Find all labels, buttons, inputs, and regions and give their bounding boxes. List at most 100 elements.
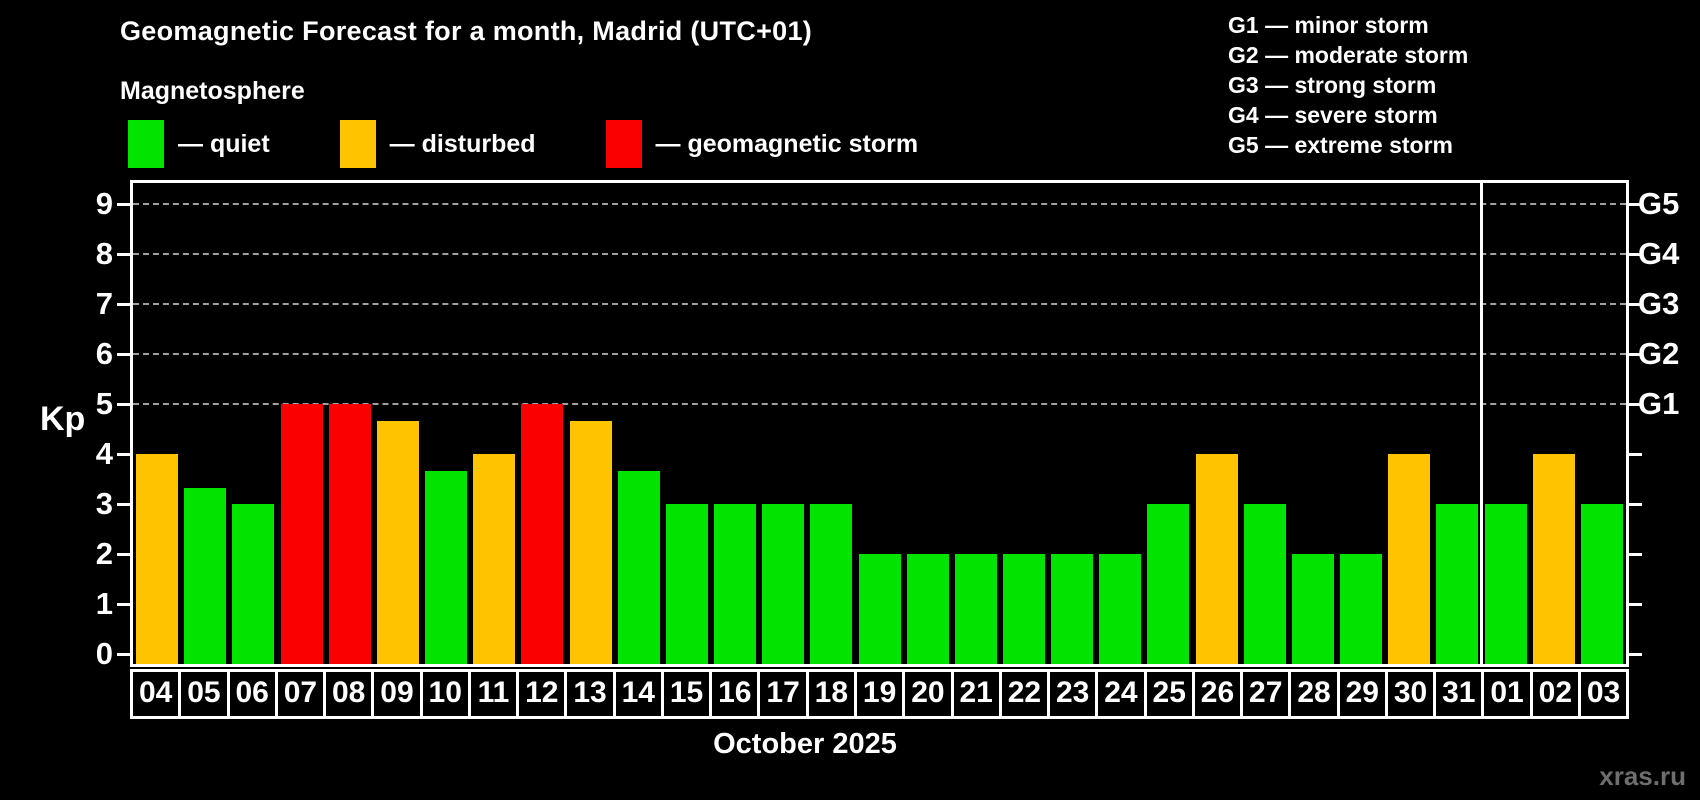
storm-scale-line: G2 — moderate storm bbox=[1228, 42, 1469, 68]
legend-swatch-storm bbox=[605, 120, 642, 168]
legend-label: — quiet bbox=[178, 129, 270, 158]
y-tick-left bbox=[117, 352, 130, 356]
kp-bar-day-12 bbox=[521, 404, 564, 664]
y-tick-left bbox=[117, 552, 130, 556]
y-tick-label: 9 bbox=[95, 186, 113, 221]
gridline-kp5 bbox=[133, 403, 1626, 405]
kp-bar-day-15 bbox=[665, 504, 708, 664]
status-legend: — quiet — disturbed — geomagnetic storm bbox=[128, 118, 988, 170]
y-tick-left bbox=[117, 652, 130, 656]
day-label-box: 15 bbox=[660, 669, 713, 719]
day-label-box: 13 bbox=[564, 669, 616, 719]
y-tick-label: 6 bbox=[95, 336, 113, 371]
legend-item-storm: — geomagnetic storm bbox=[605, 120, 919, 168]
kp-bar-day-28 bbox=[1291, 554, 1334, 664]
kp-bar-day-07 bbox=[280, 404, 323, 664]
day-label-box: 28 bbox=[1288, 669, 1340, 719]
kp-bar-day-31 bbox=[1436, 504, 1479, 664]
kp-bar-day-03 bbox=[1580, 504, 1623, 664]
legend-swatch-quiet bbox=[128, 120, 164, 168]
kp-bar-day-22 bbox=[1002, 554, 1045, 664]
y-tick-right bbox=[1629, 252, 1642, 256]
day-label-box: 23 bbox=[1047, 669, 1099, 719]
kp-bar-day-29 bbox=[1340, 554, 1383, 664]
kp-bar-day-08 bbox=[328, 404, 371, 664]
y-tick-label: 4 bbox=[95, 436, 113, 471]
day-label-box: 06 bbox=[226, 669, 278, 719]
day-label-box: 24 bbox=[1095, 669, 1147, 719]
day-label-box: 20 bbox=[902, 669, 954, 719]
chart-subtitle: Magnetosphere bbox=[120, 77, 305, 105]
day-label-box: 08 bbox=[323, 669, 375, 719]
day-label-box: 10 bbox=[419, 669, 471, 719]
gridline-kp9 bbox=[133, 203, 1626, 205]
kp-bar-day-23 bbox=[1051, 554, 1094, 664]
y-tick-right bbox=[1629, 302, 1642, 306]
day-label-box: 04 bbox=[130, 669, 182, 719]
kp-bar-day-06 bbox=[232, 504, 275, 664]
legend-label: — geomagnetic storm bbox=[655, 129, 919, 158]
day-label-box: 01 bbox=[1481, 669, 1533, 719]
y-tick-left bbox=[117, 452, 130, 456]
kp-bar-day-21 bbox=[954, 554, 997, 664]
kp-bar-day-13 bbox=[569, 420, 612, 664]
y-tick-label: 1 bbox=[95, 586, 113, 621]
legend-swatch-disturbed bbox=[339, 120, 376, 168]
kp-bar-day-19 bbox=[858, 554, 901, 664]
y-tick-right bbox=[1629, 402, 1642, 406]
y-tick-label: 5 bbox=[95, 386, 113, 421]
storm-scale-line: G1 — minor storm bbox=[1228, 12, 1429, 38]
day-label-box: 22 bbox=[998, 669, 1051, 719]
y-tick-right bbox=[1629, 452, 1642, 456]
day-label-box: 21 bbox=[950, 669, 1002, 719]
g-scale-label-g3: G3 bbox=[1638, 286, 1680, 321]
storm-scale-line: G3 — strong storm bbox=[1228, 72, 1437, 98]
kp-bar-day-01 bbox=[1484, 504, 1527, 664]
y-tick-left bbox=[117, 502, 130, 506]
g-scale-label-g4: G4 bbox=[1638, 236, 1680, 271]
kp-bar-day-26 bbox=[1195, 454, 1238, 664]
day-label-box: 30 bbox=[1384, 669, 1437, 719]
y-tick-right bbox=[1629, 652, 1642, 656]
y-tick-left bbox=[117, 302, 130, 306]
kp-bar-day-14 bbox=[617, 470, 660, 664]
y-tick-right bbox=[1629, 602, 1642, 606]
chart-title: Geomagnetic Forecast for a month, Madrid… bbox=[120, 16, 813, 46]
kp-bar-day-18 bbox=[810, 504, 853, 664]
y-tick-left bbox=[117, 202, 130, 206]
day-label-box: 02 bbox=[1529, 669, 1581, 719]
gridline-kp6 bbox=[133, 353, 1626, 355]
kp-bar-day-20 bbox=[906, 554, 949, 664]
g-scale-label-g1: G1 bbox=[1638, 386, 1680, 421]
kp-bar-day-25 bbox=[1147, 504, 1190, 664]
kp-bar-day-10 bbox=[425, 470, 468, 664]
day-label-box: 27 bbox=[1240, 669, 1292, 719]
day-label-box: 03 bbox=[1577, 669, 1630, 719]
y-tick-right bbox=[1629, 552, 1642, 556]
legend-item-quiet: — quiet bbox=[128, 120, 270, 168]
day-label-box: 17 bbox=[757, 669, 809, 719]
kp-bar-day-27 bbox=[1243, 504, 1286, 664]
y-tick-left bbox=[117, 252, 130, 256]
y-tick-label: 7 bbox=[95, 286, 113, 321]
day-label-box: 26 bbox=[1191, 669, 1244, 719]
day-label-box: 14 bbox=[612, 669, 664, 719]
y-tick-right bbox=[1629, 502, 1642, 506]
g-scale-label-g2: G2 bbox=[1638, 336, 1680, 371]
day-label-box: 12 bbox=[516, 669, 568, 719]
kp-bar-day-02 bbox=[1532, 454, 1575, 664]
plot-area: 0 1 2 3 4 5 6 7 8 9 G1 G2 G3 G4 G5 bbox=[96, 180, 1679, 671]
day-label-box: 29 bbox=[1336, 669, 1388, 719]
month-separator bbox=[1480, 183, 1484, 664]
day-label-box: 11 bbox=[467, 669, 520, 719]
y-tick-left bbox=[117, 402, 130, 406]
gridline-kp8 bbox=[133, 253, 1626, 255]
y-tick-left bbox=[117, 602, 130, 606]
kp-bar-day-05 bbox=[184, 487, 227, 664]
kp-bar-day-30 bbox=[1388, 454, 1431, 664]
x-axis-title: October 2025 bbox=[713, 728, 897, 760]
kp-bar-day-17 bbox=[762, 504, 805, 664]
day-label-box: 09 bbox=[371, 669, 423, 719]
kp-bar-day-24 bbox=[1099, 554, 1142, 664]
day-label-box: 07 bbox=[274, 669, 327, 719]
